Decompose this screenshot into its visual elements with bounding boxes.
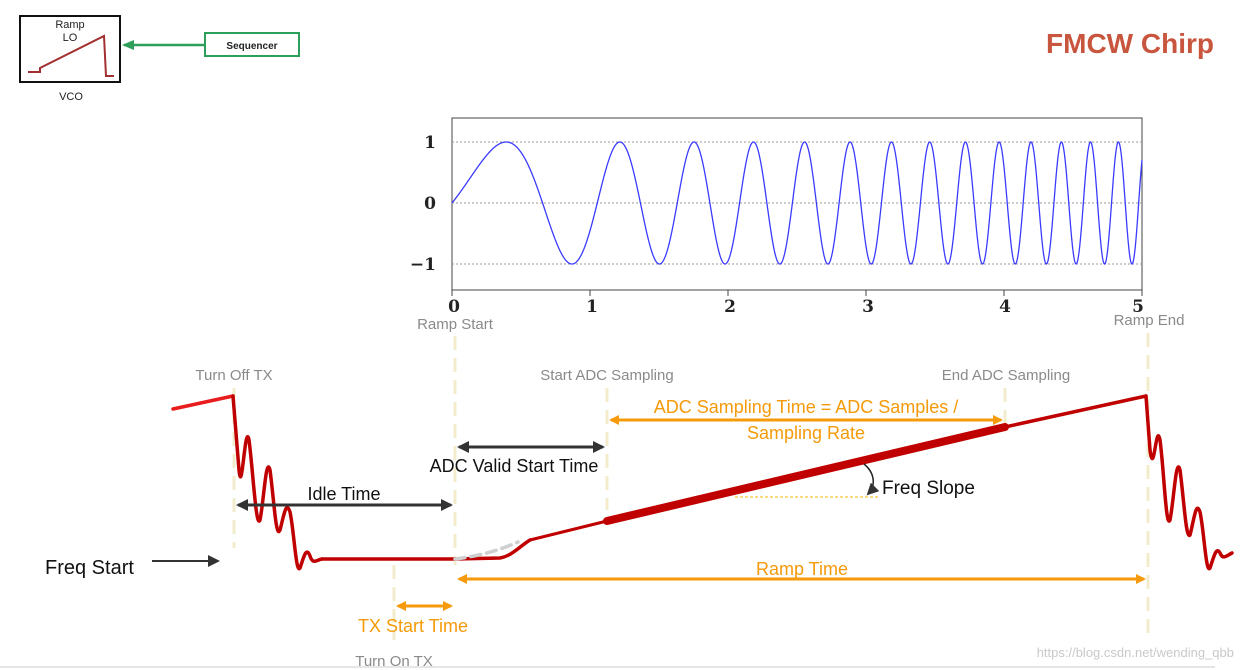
ramp-start-label: Ramp Start [417,316,494,333]
lo-label: LO [63,32,78,44]
x-tick-0: 0 [448,297,460,317]
waveform-plot: 1 0 −1 0 1 2 3 4 5 [410,117,1144,317]
turn-on-tx-label: Turn On TX [355,653,433,670]
ramp-thin-1 [528,519,609,542]
frequency-ramp [171,394,1234,571]
x-tick-3: 3 [862,297,874,317]
ramp-thin-2 [1003,394,1148,429]
adc-valid-start-label: ADC Valid Start Time [430,456,599,476]
watermark: https://blog.csdn.net/wending_qbb [1037,645,1234,660]
adc-sampling-time-label-2: Sampling Rate [747,423,865,443]
x-tick-5: 5 [1132,297,1144,317]
pre-ramp-segment [171,394,235,411]
ramp-lo-shape [28,34,114,77]
turn-off-tx-label: Turn Off TX [195,367,272,384]
vco-caption: VCO [59,91,83,103]
transition-segment [453,538,532,561]
x-tick-2: 2 [724,297,736,317]
ramp-time-label: Ramp Time [756,559,848,579]
ideal-ramp-hint [453,540,520,561]
chirp-signal [451,141,1143,265]
page-title: FMCW Chirp [1046,28,1214,59]
sequencer-label: Sequencer [226,41,277,52]
ramp-label: Ramp [55,19,84,31]
freq-slope-label: Freq Slope [882,478,975,499]
ramp-end-label: Ramp End [1114,312,1185,329]
idle-time-label: Idle Time [307,484,380,504]
adc-sampling-time-label-1: ADC Sampling Time = ADC Samples / [654,397,959,417]
turn-off-ringing [231,394,324,571]
vco-block: Ramp LO VCO Sequencer [19,15,300,103]
tx-start-time-label: TX Start Time [358,616,468,636]
x-tick-4: 4 [999,297,1011,317]
adc-sampling-ramp [603,423,1009,525]
ramp-end-ringing [1144,394,1234,571]
y-tick-0: 0 [424,194,436,214]
x-axis: 0 1 2 3 4 5 [448,290,1144,317]
x-tick-1: 1 [586,297,598,317]
start-adc-label: Start ADC Sampling [540,367,673,384]
slope-arc-arrow [863,463,880,496]
y-tick-neg1: −1 [410,255,436,275]
end-adc-label: End ADC Sampling [942,367,1070,384]
freq-start-label: Freq Start [45,557,134,579]
y-tick-1: 1 [424,133,436,153]
